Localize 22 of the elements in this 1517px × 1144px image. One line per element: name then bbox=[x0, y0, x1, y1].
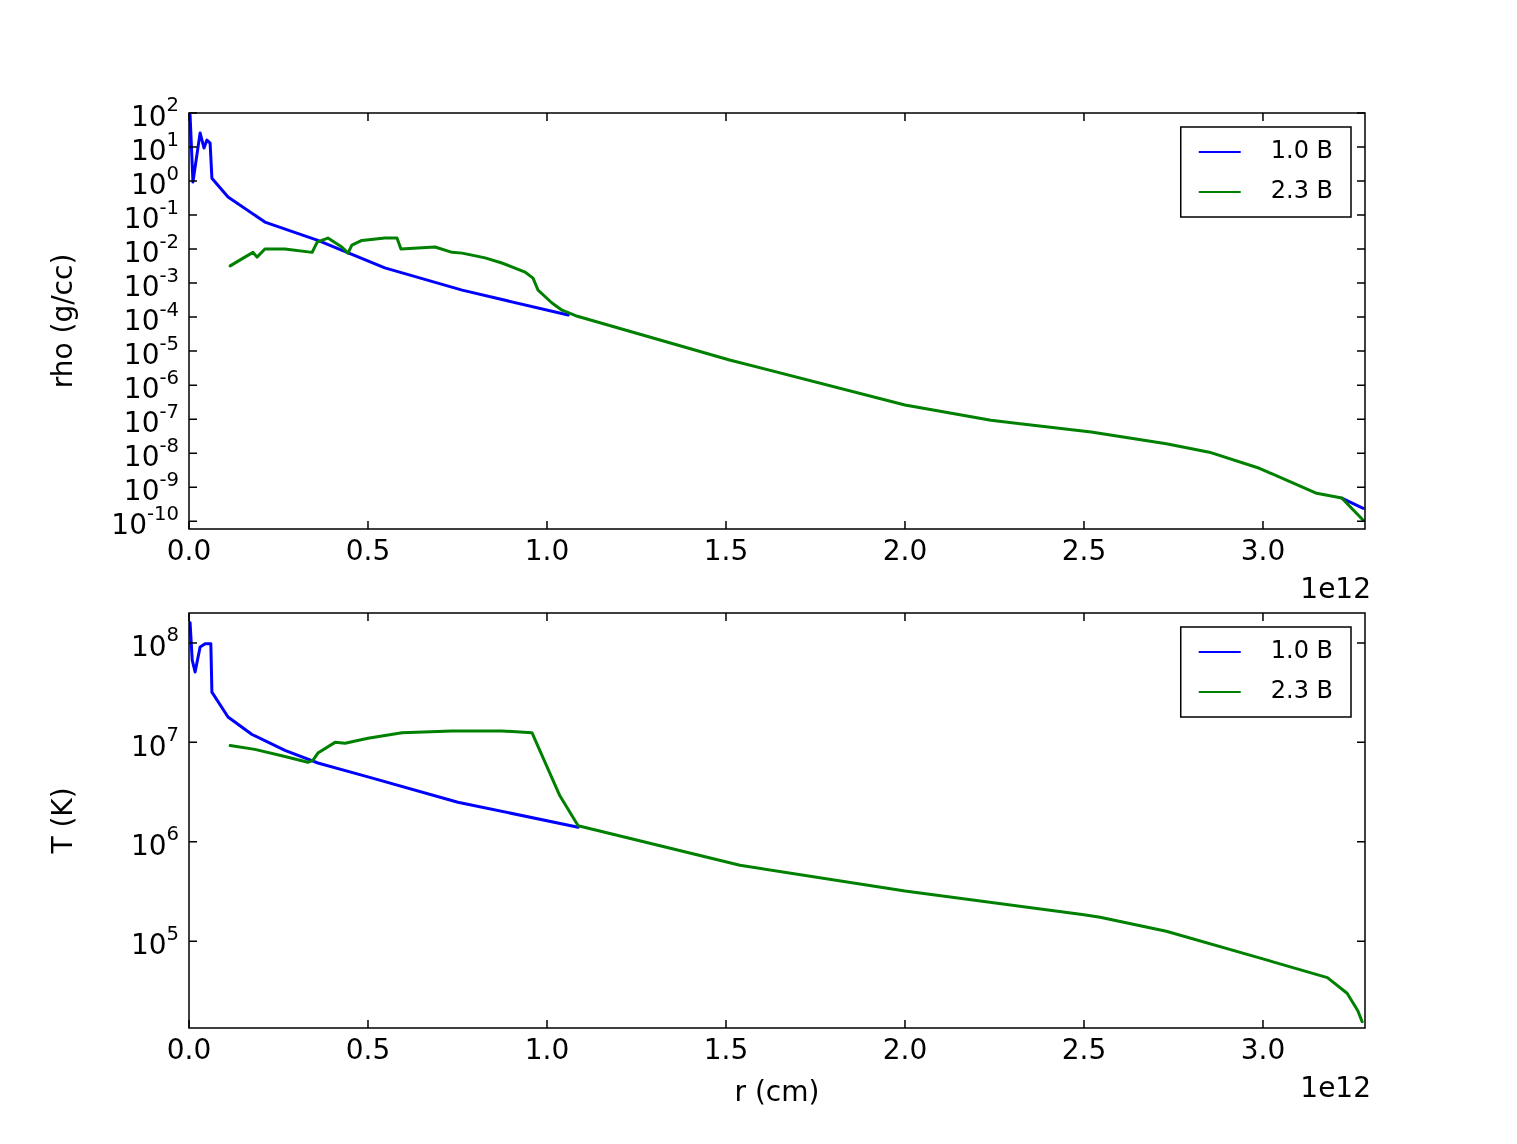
x-tick-label: 3.0 bbox=[1240, 1033, 1286, 1067]
x-tick-label: 1.0 bbox=[524, 534, 570, 568]
x-tick-label: 0.0 bbox=[166, 1033, 212, 1067]
x-tick-label: 0.5 bbox=[345, 534, 391, 568]
legend-label: 1.0 B bbox=[1270, 636, 1333, 665]
x-tick-label: 1.0 bbox=[524, 1033, 570, 1067]
x-tick-label: 2.0 bbox=[882, 534, 928, 568]
x-tick-label: 2.0 bbox=[882, 1033, 928, 1067]
legend-label: 2.3 B bbox=[1270, 176, 1333, 205]
x-tick-label: 3.0 bbox=[1240, 534, 1286, 568]
x-tick-label: 0.5 bbox=[345, 1033, 391, 1067]
y-axis-title: T (K) bbox=[46, 787, 80, 855]
text: 1e12 bbox=[1300, 1071, 1371, 1105]
legend-label: 1.0 B bbox=[1270, 136, 1333, 165]
x-tick-label: 2.5 bbox=[1061, 534, 1107, 568]
x-tick-label: 1.5 bbox=[703, 534, 749, 568]
text: 1e12 bbox=[1300, 572, 1371, 606]
y-axis-title: rho (g/cc) bbox=[46, 253, 80, 389]
x-tick-label: 2.5 bbox=[1061, 1033, 1107, 1067]
x-tick-label: 1.5 bbox=[703, 1033, 749, 1067]
legend-label: 2.3 B bbox=[1270, 676, 1333, 705]
x-axis-title: r (cm) bbox=[734, 1075, 820, 1109]
